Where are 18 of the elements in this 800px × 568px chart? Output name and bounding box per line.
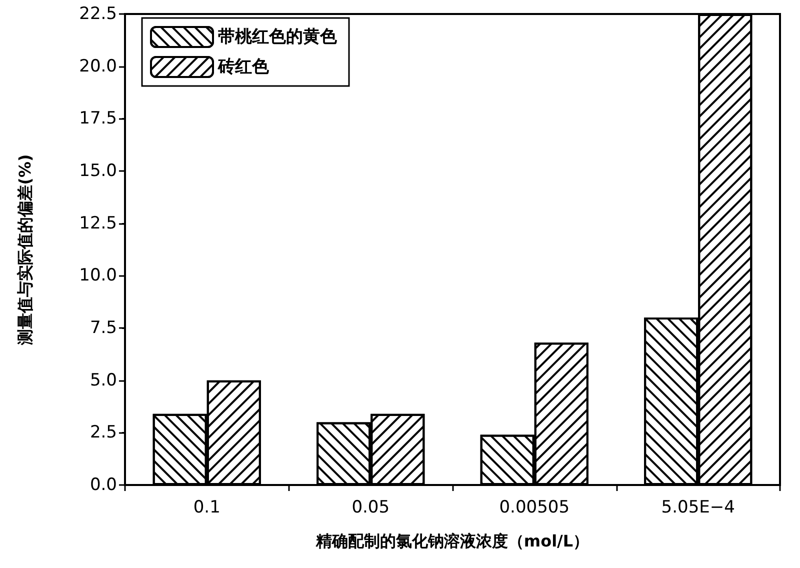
y-tick-label: 17.5	[79, 108, 117, 129]
y-tick-label: 20.0	[79, 56, 117, 76]
legend-label: 带桃红色的黄色	[218, 27, 338, 47]
y-tick-label: 12.5	[79, 213, 117, 234]
y-tick-label: 7.5	[90, 318, 117, 338]
y-tick-label: 15.0	[79, 161, 117, 181]
x-tick-label: 0.1	[193, 498, 220, 518]
x-tick-label: 5.05E−4	[661, 498, 735, 518]
y-tick-label: 0.0	[90, 475, 117, 495]
y-tick-label: 5.0	[90, 370, 117, 390]
legend-label: 砖红色	[217, 57, 270, 77]
x-tick-label: 0.00505	[499, 498, 570, 518]
y-tick-label: 2.5	[90, 422, 117, 443]
y-axis-title: 测量值与实际值的偏差(%)	[16, 154, 34, 346]
x-axis-title: 精确配制的氯化钠溶液浓度（mol/L）	[314, 532, 590, 550]
x-tick-label: 0.05	[352, 498, 390, 518]
y-tick-label: 22.5	[79, 4, 117, 24]
y-tick-label: 10.0	[79, 266, 117, 286]
